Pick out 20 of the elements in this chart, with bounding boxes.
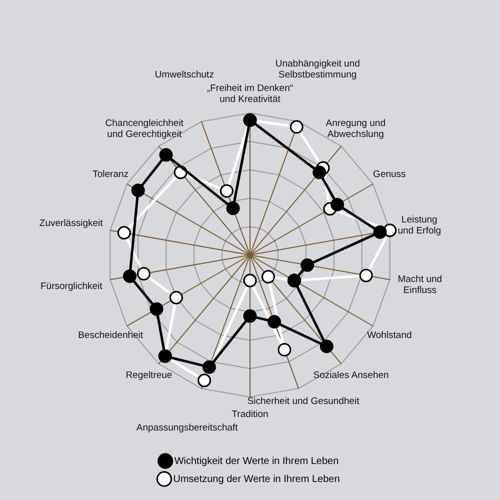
legend-label: Umsetzung der Werte in Ihrem Leben [173, 474, 340, 485]
spoke-label: „Freiheit im Denken“ und Kreativität [206, 83, 294, 106]
spoke-label: Wohlstand [367, 330, 412, 342]
spoke-label: Anregung und Abwechslung [326, 118, 386, 140]
spoke-label: Fürsorglichkeit [40, 281, 103, 292]
spoke-label: Bescheidenheit [78, 330, 144, 342]
spoke-label: Zuverlässigkeit [39, 218, 104, 230]
spoke-label: Soziales Ansehen [313, 370, 389, 382]
spoke-label: Chancengleichheit und Gerechtigkeit [105, 118, 184, 140]
spoke-label: Unabhängigkeit und Selbstbestimmung [275, 58, 360, 80]
spoke-label: Genuss [373, 169, 406, 180]
legend-label: Wichtigkeit der Werte in Ihrem Leben [174, 456, 339, 467]
spoke-label: Umweltschutz [154, 69, 214, 80]
spoke-label: Regeltreue [126, 370, 172, 382]
spoke-label: Macht und Einfluss [398, 274, 442, 296]
spoke-label: Anpassungsbereitschaft [136, 422, 238, 434]
spoke-label: Leistung und Erfolg [398, 214, 442, 236]
spoke-label: Toleranz [92, 169, 129, 180]
spoke-label: Sicherheit und Gesundheit [247, 396, 360, 408]
spoke-label: Tradition [232, 409, 268, 420]
